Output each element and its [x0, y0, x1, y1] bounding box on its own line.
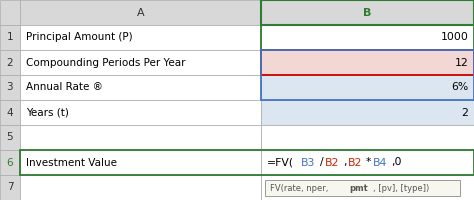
Text: A: A — [137, 7, 144, 18]
Bar — [20, 150, 474, 175]
Text: Years (t): Years (t) — [26, 108, 68, 117]
Text: =FV(: =FV( — [266, 158, 293, 168]
Bar — [20, 0, 261, 25]
Text: 1: 1 — [7, 32, 13, 43]
Bar — [20, 100, 261, 125]
Text: Compounding Periods Per Year: Compounding Periods Per Year — [26, 58, 185, 68]
Bar — [20, 25, 261, 50]
Bar — [0, 175, 20, 200]
Bar — [261, 100, 474, 125]
Text: 2: 2 — [7, 58, 13, 68]
Text: ,: , — [343, 158, 346, 168]
Text: 2: 2 — [461, 108, 468, 117]
Bar — [261, 50, 474, 75]
Text: 4: 4 — [7, 108, 13, 117]
Bar — [261, 150, 474, 175]
Text: 3: 3 — [7, 82, 13, 92]
Bar — [20, 175, 261, 200]
Bar — [0, 0, 20, 25]
Text: B2: B2 — [324, 158, 339, 168]
Bar — [265, 180, 460, 196]
Text: Investment Value: Investment Value — [26, 158, 117, 168]
Bar — [20, 125, 261, 150]
Bar — [20, 75, 261, 100]
Bar — [261, 125, 474, 150]
Bar — [0, 100, 20, 125]
Text: , [pv], [type]): , [pv], [type]) — [373, 184, 429, 193]
Text: 1000: 1000 — [440, 32, 468, 43]
Bar — [0, 125, 20, 150]
Bar — [261, 0, 474, 25]
Bar — [261, 25, 474, 50]
Bar — [261, 175, 474, 200]
Text: 6%: 6% — [451, 82, 468, 92]
Bar — [20, 50, 261, 75]
Bar — [261, 50, 474, 100]
Bar — [20, 150, 261, 175]
Bar — [261, 0, 474, 25]
Bar — [261, 75, 474, 100]
Text: 12: 12 — [455, 58, 468, 68]
Text: *: * — [366, 158, 372, 168]
Bar — [0, 75, 20, 100]
Text: 6: 6 — [7, 158, 13, 168]
Text: B: B — [363, 7, 372, 18]
Text: pmt: pmt — [349, 184, 368, 193]
Text: B4: B4 — [373, 158, 387, 168]
Text: B3: B3 — [301, 158, 316, 168]
Text: 7: 7 — [7, 182, 13, 192]
Text: FV(rate, nper,: FV(rate, nper, — [270, 184, 331, 193]
Bar — [261, 50, 474, 75]
Text: ,0: ,0 — [392, 158, 402, 168]
Text: 5: 5 — [7, 132, 13, 142]
Text: Principal Amount (P): Principal Amount (P) — [26, 32, 132, 43]
Text: Annual Rate ®: Annual Rate ® — [26, 82, 102, 92]
Bar — [0, 150, 20, 175]
Bar — [261, 25, 474, 50]
Text: /: / — [320, 158, 323, 168]
Bar — [0, 25, 20, 50]
Text: B2: B2 — [347, 158, 362, 168]
Bar — [0, 50, 20, 75]
